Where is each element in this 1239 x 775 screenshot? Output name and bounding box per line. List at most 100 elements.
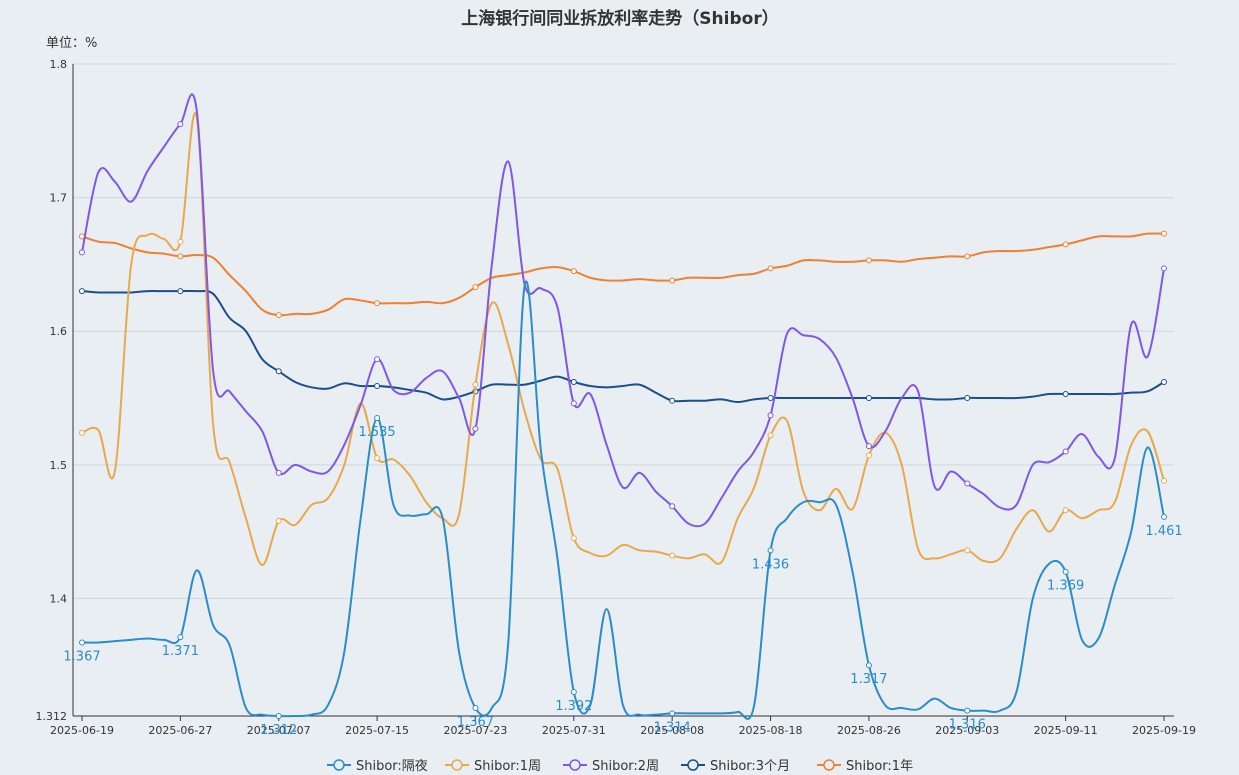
series-point	[275, 517, 282, 524]
series-point	[275, 312, 282, 319]
y-tick-label: 1.4	[50, 592, 68, 605]
series-point	[79, 288, 85, 295]
legend-label: Shibor:1周	[474, 759, 541, 774]
legend-label: Shibor:1年	[846, 759, 913, 774]
unit-label: 单位：%	[46, 36, 97, 51]
series-line	[81, 112, 1165, 567]
series-point	[964, 253, 971, 260]
x-tick-label: 2025-08-08	[640, 724, 704, 737]
legend-marker-icon	[687, 759, 699, 771]
series-line	[81, 93, 1165, 528]
legend-item[interactable]: Shibor:3个月	[681, 759, 790, 774]
data-label: 1.367	[63, 650, 100, 665]
legend-label: Shibor:隔夜	[356, 759, 428, 774]
x-tick-label: 2025-07-07	[247, 724, 311, 737]
series-point	[374, 382, 381, 389]
series-point	[1161, 477, 1167, 484]
legend-label: Shibor:2周	[592, 759, 659, 774]
series-point	[275, 469, 282, 476]
data-label: 1.461	[1145, 524, 1182, 539]
series-line	[81, 232, 1165, 317]
series-point	[865, 452, 872, 459]
series-point	[177, 288, 184, 295]
x-tick-label: 2025-06-27	[148, 724, 212, 737]
series-line	[81, 280, 1165, 720]
y-tick-label: 1.5	[50, 459, 68, 472]
data-label: 1.371	[162, 644, 199, 659]
data-label: 1.314	[654, 720, 691, 735]
series-point	[177, 238, 184, 245]
series-point	[570, 688, 577, 695]
series-point	[177, 634, 184, 641]
series-point	[1161, 378, 1167, 385]
data-label: 1.535	[358, 425, 395, 440]
legend-marker-icon	[451, 759, 463, 771]
series-point	[177, 121, 184, 128]
series-point	[472, 425, 479, 432]
series-point	[472, 284, 479, 291]
y-tick-label: 1.8	[50, 58, 68, 71]
x-tick-label: 2025-07-15	[345, 724, 409, 737]
legend-marker-icon	[569, 759, 581, 771]
series-point	[1062, 507, 1069, 514]
y-tick-label: 1.312	[36, 710, 68, 723]
series-point	[669, 277, 676, 284]
data-label: 1.316	[949, 718, 986, 733]
legend-item[interactable]: Shibor:隔夜	[327, 759, 428, 774]
series-point	[767, 547, 774, 554]
series-point	[865, 662, 872, 669]
series-point	[570, 268, 577, 275]
series-point	[964, 547, 971, 554]
series-point	[1062, 448, 1069, 455]
data-label: 1.436	[752, 557, 789, 572]
series-point	[275, 368, 282, 375]
series-point	[767, 395, 774, 402]
data-label: 1.367	[457, 715, 494, 730]
legend-label: Shibor:3个月	[710, 759, 790, 774]
y-tick-label: 1.6	[50, 325, 68, 338]
series-point	[964, 707, 971, 714]
x-tick-label: 2025-07-31	[542, 724, 606, 737]
series-point	[79, 429, 85, 436]
series-point	[865, 395, 872, 402]
chart-title: 上海银行间同业拆放利率走势（Shibor）	[461, 8, 778, 29]
series-point	[1161, 265, 1167, 272]
x-tick-label: 2025-06-19	[50, 724, 114, 737]
series-point	[865, 257, 872, 264]
legend-marker-icon	[333, 759, 345, 771]
x-tick-label: 2025-07-23	[443, 724, 507, 737]
legend-item[interactable]: Shibor:1周	[445, 759, 541, 774]
series-point	[374, 415, 381, 422]
series-point	[570, 535, 577, 542]
series-point	[669, 503, 676, 510]
series-point	[79, 639, 85, 646]
series-point	[275, 713, 282, 719]
legend-marker-icon	[823, 759, 835, 771]
x-tick-label: 2025-09-03	[935, 724, 999, 737]
series-point	[1161, 513, 1167, 520]
series-point	[1062, 391, 1069, 398]
series-point	[767, 432, 774, 439]
series-point	[865, 443, 872, 450]
series-point	[1062, 241, 1069, 248]
data-label: 1.369	[1047, 579, 1084, 594]
x-tick-label: 2025-09-11	[1034, 724, 1098, 737]
x-tick-label: 2025-08-18	[739, 724, 803, 737]
series-point	[472, 381, 479, 388]
legend-item[interactable]: Shibor:1年	[817, 759, 913, 774]
series-point	[472, 704, 479, 711]
series-point	[767, 265, 774, 272]
data-label: 1.392	[555, 699, 592, 714]
series-point	[1062, 568, 1069, 575]
series-point	[79, 249, 85, 256]
series-point	[669, 710, 676, 717]
series-point	[570, 400, 577, 407]
legend-item[interactable]: Shibor:2周	[563, 759, 659, 774]
x-tick-label: 2025-08-26	[837, 724, 901, 737]
data-label: 1.312	[260, 723, 297, 738]
series-point	[964, 480, 971, 487]
series-point	[669, 397, 676, 404]
x-tick-label: 2025-09-19	[1132, 724, 1196, 737]
data-label: 1.317	[850, 672, 887, 687]
